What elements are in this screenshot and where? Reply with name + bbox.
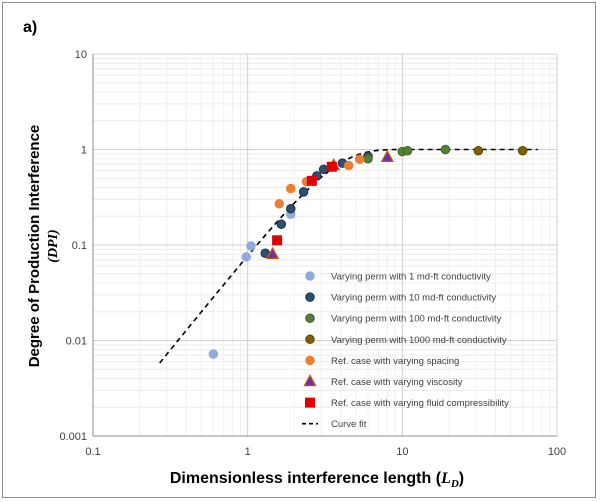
figure-frame: 0.1 1 10 100 0.001 0.01 0.1 1 10 Varying perm wi… [2, 2, 596, 498]
data-point [274, 199, 284, 209]
axes [92, 54, 557, 437]
legend-label: Varying perm with 1 md-ft conductivity [331, 272, 491, 283]
x-axis-symbol: L [440, 470, 451, 487]
series-7 [272, 161, 337, 246]
legend-swatch [305, 334, 315, 345]
legend-item: Ref. case with varying fluid compressibi… [304, 397, 509, 409]
data-point [298, 187, 309, 197]
series-5 [274, 154, 365, 209]
legend-swatch [304, 397, 315, 408]
data-point [440, 144, 451, 155]
legend-item: Varying perm with 10 md-ft conductivity [305, 292, 496, 304]
x-tick-label: 10 [396, 446, 408, 458]
x-axis-title: Dimensionless interference length (LD) [170, 470, 464, 490]
data-point [266, 246, 280, 260]
series-3 [363, 144, 451, 164]
x-tick-label: 0.1 [85, 446, 100, 458]
legend-swatch [305, 292, 315, 302]
x-axis-title-text: Dimensionless interference length [170, 470, 431, 487]
legend-item: Varying perm with 1 md-ft conductivity [305, 271, 491, 283]
data-point [246, 241, 256, 251]
data-point [354, 154, 365, 165]
grid [92, 53, 558, 437]
y-axis-title-group: Degree of Production Interference (DPI) [26, 125, 61, 368]
data-point [517, 146, 528, 156]
data-point [272, 235, 283, 246]
legend-item: Varying perm with 100 md-ft conductivity [305, 313, 502, 325]
data-point [276, 219, 287, 229]
panel-label: a) [23, 19, 37, 36]
legend-item: Curve fit [302, 419, 367, 430]
data-point [473, 146, 484, 156]
tick-labels: 0.1 1 10 100 0.001 0.01 0.1 1 10 [59, 49, 566, 458]
y-tick-label: 1 [81, 145, 87, 157]
data-point [326, 161, 337, 172]
legend: Varying perm with 1 md-ft conductivity Va… [302, 271, 509, 430]
legend-label: Ref. case with varying fluid compressibi… [331, 398, 509, 409]
legend-swatch [303, 374, 317, 387]
legend-swatch [305, 355, 315, 366]
y-tick-label: 10 [75, 49, 87, 61]
x-tick-label: 1 [245, 446, 251, 458]
legend-item: Ref. case with varying viscosity [303, 374, 463, 388]
legend-item: Varying perm with 1000 md-ft conductivit… [305, 334, 507, 346]
y-axis-title: Degree of Production Interference [26, 125, 43, 368]
y-tick-label: 0.01 [66, 336, 87, 348]
data-point [208, 349, 219, 359]
legend-label: Ref. case with varying viscosity [331, 377, 463, 388]
legend-swatch [305, 313, 315, 323]
legend-label: Ref. case with varying spacing [331, 356, 459, 367]
series-4 [473, 146, 528, 156]
legend-label: Varying perm with 1000 md-ft conductivit… [331, 335, 507, 346]
data-point [402, 146, 413, 156]
legend-label: Varying perm with 10 md-ft conductivity [331, 293, 496, 304]
data-point [286, 203, 296, 214]
x-tick-label: 100 [548, 446, 566, 458]
legend-label: Curve fit [331, 419, 367, 430]
data-point [286, 183, 296, 194]
data-point [306, 175, 317, 186]
y-tick-label: 0.001 [59, 431, 87, 443]
y-tick-label: 0.1 [72, 240, 87, 252]
chart-svg: 0.1 1 10 100 0.001 0.01 0.1 1 10 Varying perm wi… [23, 19, 566, 490]
data-point [380, 149, 394, 163]
data-point [343, 160, 354, 171]
x-axis-symbol-sub: D [450, 478, 459, 490]
data-points [208, 144, 528, 359]
data-point [318, 164, 329, 175]
data-point [363, 154, 373, 164]
legend-swatch [305, 271, 315, 281]
y-axis-symbol: (DPI) [46, 229, 61, 262]
data-point [241, 252, 252, 262]
legend-label: Varying perm with 100 md-ft conductivity [331, 314, 502, 325]
legend-item: Ref. case with varying spacing [305, 355, 459, 367]
